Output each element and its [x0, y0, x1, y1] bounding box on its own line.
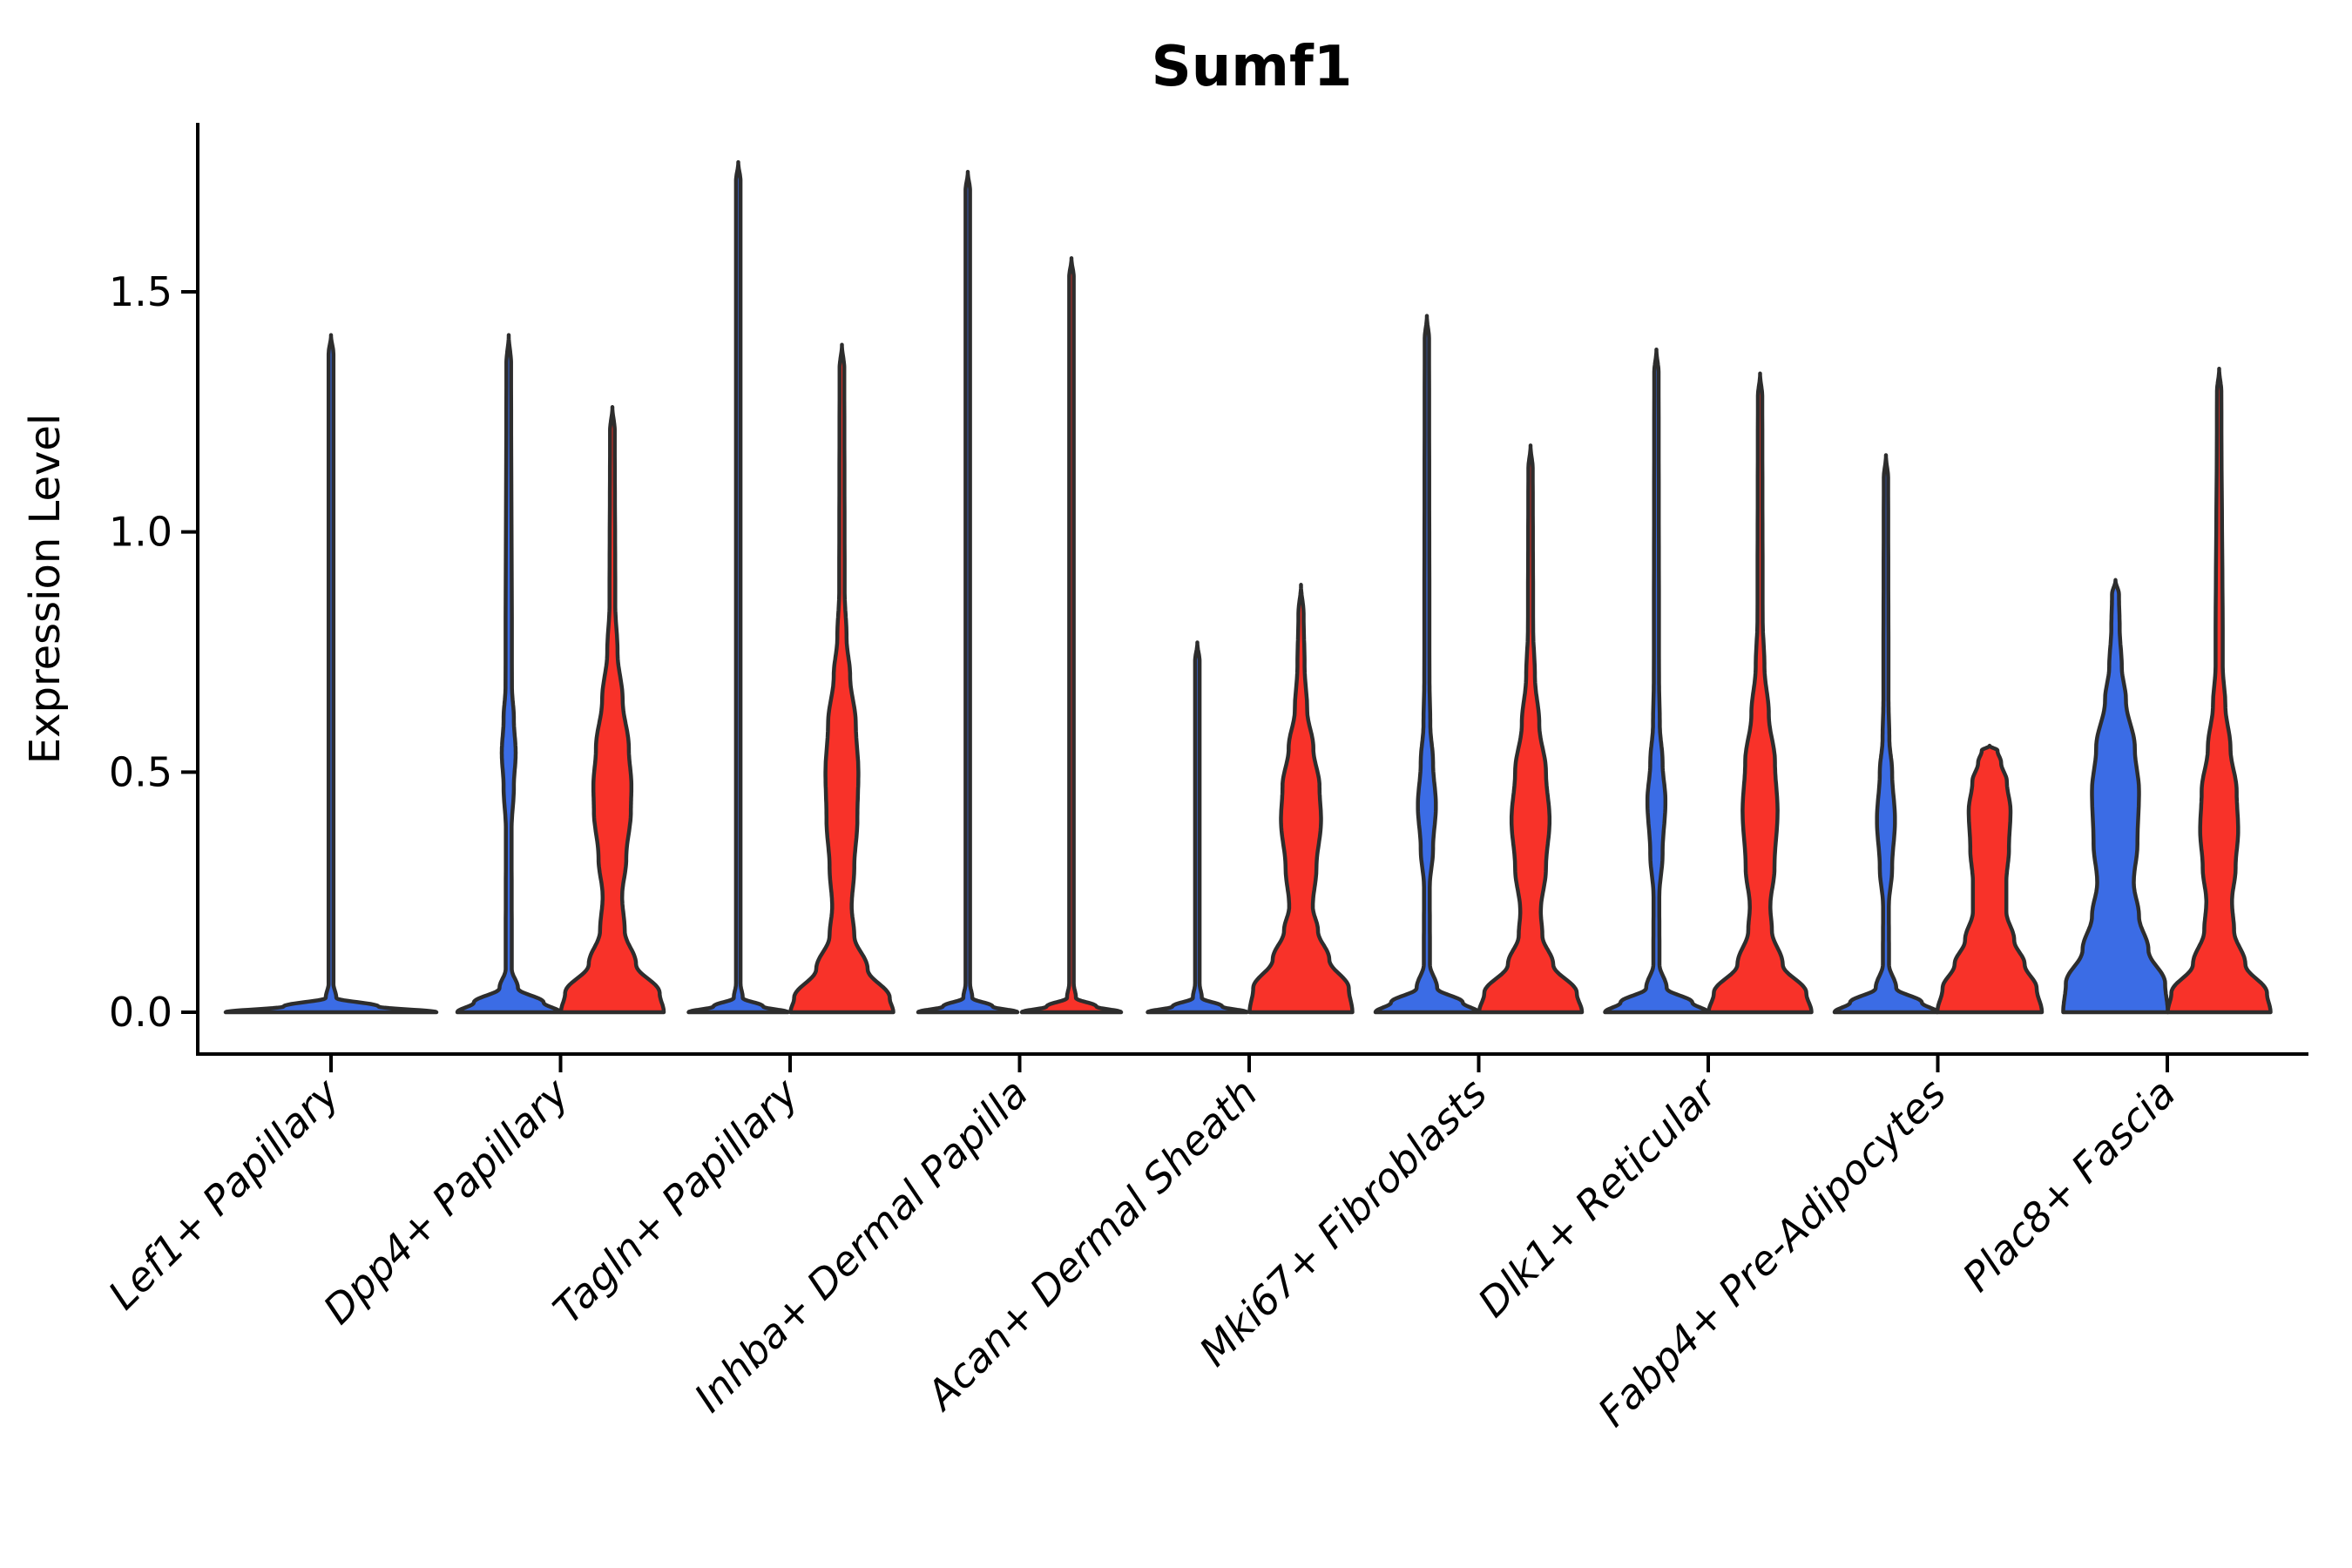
violin-red-dpp4-papillary — [558, 405, 666, 1015]
violin-red-plac8-fascia — [2166, 366, 2273, 1015]
x-tick-label: Dpp4+ Papillary — [314, 1069, 578, 1333]
y-tick-label: 1.5 — [109, 268, 172, 315]
violin-blue-tagln-papillary — [686, 159, 790, 1015]
y-tick-label: 0.0 — [109, 989, 172, 1036]
violin-blue-inhba-dermal-papilla — [916, 169, 1020, 1015]
violin-red-tagln-papillary — [788, 342, 896, 1015]
y-tick-label: 0.5 — [109, 748, 172, 795]
violin-blue-acan-dermal-sheath — [1146, 640, 1249, 1015]
violin-blue-mki67-fibroblasts — [1373, 314, 1481, 1015]
violin-blue-fabp4-pre-adipocytes — [1832, 453, 1940, 1015]
violin-red-mki67-fibroblasts — [1477, 443, 1585, 1015]
violin-red-dlk1-reticular — [1707, 371, 1814, 1015]
violin-blue-dpp4-papillary — [455, 333, 563, 1015]
x-tick-label: Tagln+ Papillary — [544, 1069, 808, 1333]
x-tick-label: Dlk1+ Reticular — [1469, 1067, 1727, 1326]
x-tick-label: Plac8+ Fascia — [1953, 1070, 2184, 1301]
violin-red-fabp4-pre-adipocytes — [1935, 743, 2044, 1015]
violin-blue-plac8-fascia — [2061, 578, 2170, 1015]
violin-red-acan-dermal-sheath — [1247, 583, 1355, 1015]
x-tick-label: Lef1+ Papillary — [99, 1069, 348, 1318]
chart-title: Sumf1 — [1152, 35, 1353, 99]
y-tick-label: 1.0 — [109, 509, 172, 556]
violin-red-inhba-dermal-papilla — [1019, 256, 1124, 1015]
y-axis-ticks: 0.0 0.5 1.0 1.5 — [109, 268, 198, 1036]
violins-layer — [223, 159, 2273, 1015]
y-axis-label: Expression Level — [21, 414, 70, 765]
violin-blue-dlk1-reticular — [1603, 347, 1710, 1015]
violin-blue-lef1-papillary — [223, 333, 439, 1015]
